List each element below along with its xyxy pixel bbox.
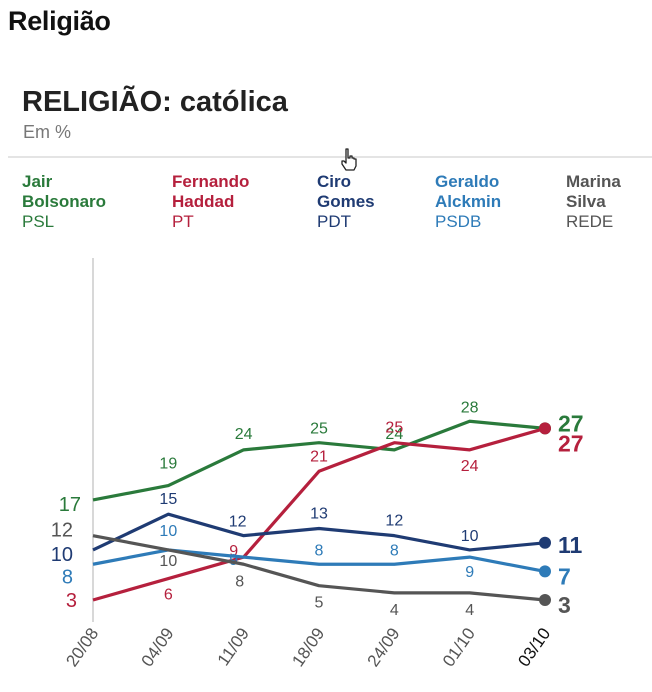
- data-label: 28: [461, 399, 479, 416]
- end-point: [539, 594, 551, 606]
- end-label: 27: [558, 410, 584, 436]
- data-label: 21: [310, 448, 328, 465]
- legend-party: PSL: [22, 212, 55, 231]
- data-label: 8: [315, 542, 324, 559]
- data-label: 24: [385, 426, 403, 443]
- series-line: [92, 419, 546, 502]
- legend-party: PSDB: [435, 212, 482, 231]
- end-label: 7: [558, 563, 571, 589]
- data-label: 9: [229, 543, 238, 560]
- data-label: 24: [235, 426, 253, 443]
- data-label: 10: [51, 544, 73, 566]
- data-label: 10: [159, 523, 177, 540]
- end-label: 11: [558, 532, 583, 558]
- data-label: 4: [465, 602, 474, 619]
- legend-item-haddad: Fernando Haddad PT: [172, 172, 249, 232]
- data-label: 15: [159, 491, 177, 508]
- legend-item-alckmin: Geraldo Alckmin PSDB: [435, 172, 501, 232]
- data-label: 25: [310, 421, 328, 438]
- legend-name: Fernando Haddad: [172, 172, 250, 211]
- data-label: 9: [229, 552, 238, 569]
- legend-name: Geraldo Alckmin: [435, 172, 502, 211]
- end-point: [539, 536, 551, 549]
- x-tick-label: 20/08: [62, 624, 102, 670]
- x-tick-label: 18/09: [288, 624, 328, 670]
- series-line: [92, 512, 546, 552]
- data-label: 12: [229, 514, 247, 531]
- data-label: 9: [465, 564, 474, 581]
- data-label: 25: [385, 420, 403, 437]
- series-line: [92, 426, 546, 602]
- data-label: 8: [62, 566, 73, 588]
- x-tick-label: 03/10: [514, 624, 554, 670]
- data-label: 6: [164, 587, 173, 604]
- data-label: 19: [159, 456, 177, 473]
- end-point: [539, 422, 551, 435]
- x-tick-label: 01/10: [439, 624, 479, 670]
- legend-party: REDE: [566, 212, 614, 231]
- data-label: 12: [385, 513, 403, 530]
- data-label: 17: [59, 494, 81, 516]
- data-label: 12: [51, 520, 73, 542]
- divider: [8, 156, 652, 158]
- end-point: [539, 565, 551, 578]
- end-label: 3: [558, 592, 571, 618]
- x-tick-label: 24/09: [364, 624, 404, 670]
- legend-name: Marina Silva: [566, 172, 621, 211]
- legend-item-ciro: Ciro Gomes PDT: [317, 172, 375, 232]
- legend-party: PT: [172, 212, 194, 231]
- data-label: 13: [310, 506, 328, 523]
- legend-item-bolsonaro: Jair Bolsonaro PSL: [22, 172, 106, 232]
- hand-cursor-icon: [341, 148, 357, 171]
- legend-party: PDT: [317, 212, 351, 231]
- chart-title: RELIGIÃO: católica: [22, 86, 288, 118]
- page-heading: Religião: [8, 6, 111, 36]
- x-tick-label: 04/09: [138, 624, 178, 670]
- legend-name: Ciro Gomes: [317, 172, 375, 211]
- series-line: [92, 534, 546, 602]
- data-label: 10: [461, 528, 479, 545]
- data-label: 8: [235, 573, 244, 590]
- legend-item-marina: Marina Silva REDE: [566, 172, 621, 232]
- data-label: 8: [390, 542, 399, 559]
- data-label: 5: [315, 595, 324, 612]
- data-label: 4: [390, 602, 399, 619]
- legend-name: Jair Bolsonaro: [22, 172, 107, 211]
- data-label: 3: [66, 590, 77, 612]
- data-label: 10: [159, 553, 177, 570]
- data-label: 24: [461, 458, 479, 475]
- x-tick-label: 11/09: [214, 624, 253, 669]
- end-label: 27: [558, 430, 584, 456]
- chart-subtitle: Em %: [23, 122, 72, 142]
